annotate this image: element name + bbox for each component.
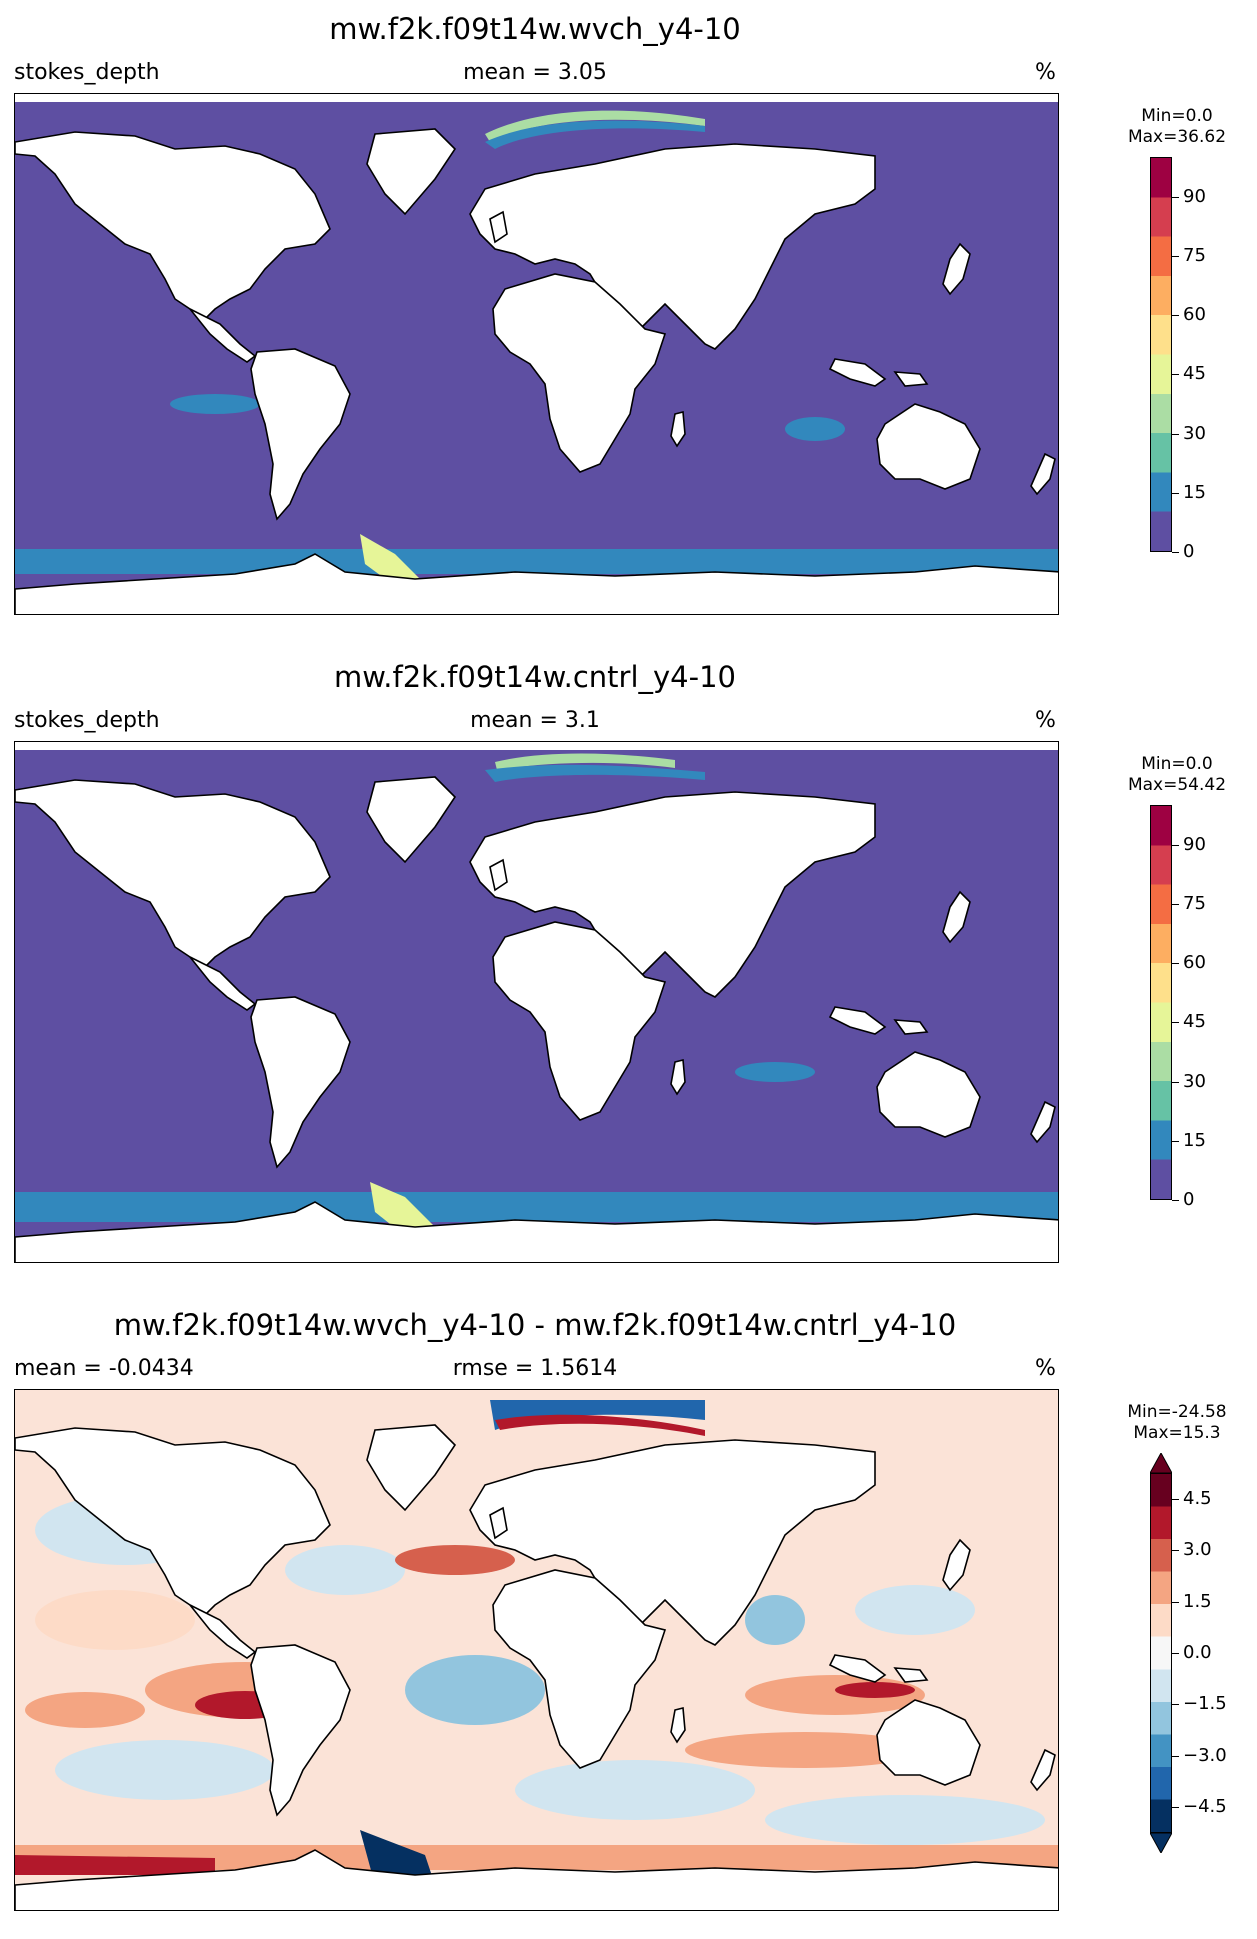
top-band [15,94,1058,102]
units-label: % [1035,60,1056,85]
colorbar-tick-label: 75 [1183,244,1206,266]
colorbar-tick [1172,1704,1179,1706]
anomaly-patch [515,1760,755,1820]
anomaly-patch [855,1585,975,1635]
colorbar-tick [1172,374,1179,376]
colorbar-tick-label: 30 [1183,422,1206,444]
panel-title: mw.f2k.f09t14w.cntrl_y4-10 [333,660,736,694]
colorbar-tick-label: −1.5 [1183,1693,1227,1715]
colorbar-extend-bottom [1150,1833,1172,1853]
arctic-band [485,120,705,149]
anomaly-patch [745,1595,805,1645]
anomaly-patch [835,1682,915,1698]
anomaly-patch [685,1732,925,1768]
colorbar [1150,1473,1172,1833]
colorbar-tick [1172,1653,1179,1654]
map-plot [14,741,1059,1263]
anomaly-patch [285,1545,405,1595]
colorbar-tick-label: 30 [1183,1070,1206,1092]
colorbar-tick-label: 90 [1183,833,1206,855]
panel-title: mw.f2k.f09t14w.wvch_y4-10 - mw.f2k.f09t1… [113,1308,957,1342]
anomaly-patch [765,1795,1045,1845]
colorbar-tick-label: 0 [1183,1189,1195,1210]
indian-patch [785,417,845,441]
colorbar-tick [1172,1498,1179,1500]
colorbar-tick [1172,1550,1179,1552]
colorbar-extend-top [1150,1453,1172,1473]
center-label: mean = 3.1 [470,708,600,733]
center-label: rmse = 1.5614 [452,1356,618,1381]
indian-patch [735,1062,815,1082]
anomaly-patch [55,1740,275,1800]
arctic-highlight [495,753,675,770]
colorbar-tick-label: 45 [1183,363,1206,385]
colorbar-tick-label: 75 [1183,892,1206,914]
panel-title: mw.f2k.f09t14w.wvch_y4-10 [329,12,741,46]
colorbar-tick [1172,844,1179,846]
colorbar-tick-label: −4.5 [1183,1796,1227,1818]
colorbar-tick [1172,196,1179,198]
colorbar-tick-label: 15 [1183,481,1206,503]
anomaly-south [15,1855,215,1875]
colorbar [1150,157,1172,552]
anomaly-patch [395,1545,515,1575]
colorbar-tick-label: 45 [1183,1011,1206,1033]
pacific-patch [170,394,260,414]
colorbar-tick [1172,963,1179,964]
colorbar [1150,805,1172,1200]
left-label: stokes_depth [14,60,160,85]
colorbar-tick [1172,255,1179,257]
units-label: % [1035,1356,1056,1381]
colorbar-tick-label: 4.5 [1183,1487,1212,1509]
max-label: Max=36.62 [1127,127,1227,147]
anomaly-patch [25,1692,145,1728]
colorbar-tick [1172,1022,1179,1024]
colorbar-tick [1172,1200,1179,1201]
colorbar-tick [1172,1140,1179,1142]
colorbar-tick [1172,1807,1179,1809]
colorbar-tick-label: 0.0 [1183,1642,1212,1663]
colorbar-tick [1172,1601,1179,1603]
anomaly-patch [405,1655,545,1725]
units-label: % [1035,708,1056,733]
center-label: mean = 3.05 [463,60,607,85]
min-label: Min=0.0 [1141,754,1213,774]
colorbar-tick-label: 3.0 [1183,1539,1212,1561]
left-label: mean = -0.0434 [14,1356,194,1381]
min-label: Min=0.0 [1141,106,1213,126]
map-plot [14,1389,1059,1911]
colorbar-tick-label: 60 [1183,952,1206,973]
arctic-band [485,764,705,782]
southern-band [15,549,1058,574]
arctic-highlight [485,110,705,142]
colorbar-tick [1172,903,1179,905]
top-band [15,742,1058,750]
colorbar-tick-label: 0 [1183,541,1195,562]
colorbar-tick [1172,1081,1179,1083]
colorbar-tick-label: 90 [1183,185,1206,207]
left-label: stokes_depth [14,708,160,733]
colorbar-tick [1172,552,1179,553]
anomaly-arctic [495,1414,705,1436]
colorbar-tick-label: 1.5 [1183,1590,1212,1612]
colorbar-tick [1172,315,1179,316]
max-label: Max=54.42 [1127,775,1227,795]
colorbar-tick-label: 15 [1183,1129,1206,1151]
max-label: Max=15.3 [1133,1423,1221,1443]
colorbar-tick-label: −3.0 [1183,1744,1227,1766]
drake-highlight [360,534,425,586]
southern-band [15,1192,1058,1222]
map-plot [14,93,1059,615]
colorbar-tick-label: 60 [1183,304,1206,325]
anomaly-arctic [490,1400,705,1430]
anomaly-patch [35,1590,195,1650]
colorbar-tick [1172,1755,1179,1757]
colorbar-tick [1172,492,1179,494]
drake-highlight [370,1182,435,1232]
min-label: Min=-24.58 [1127,1402,1227,1422]
colorbar-tick [1172,433,1179,435]
